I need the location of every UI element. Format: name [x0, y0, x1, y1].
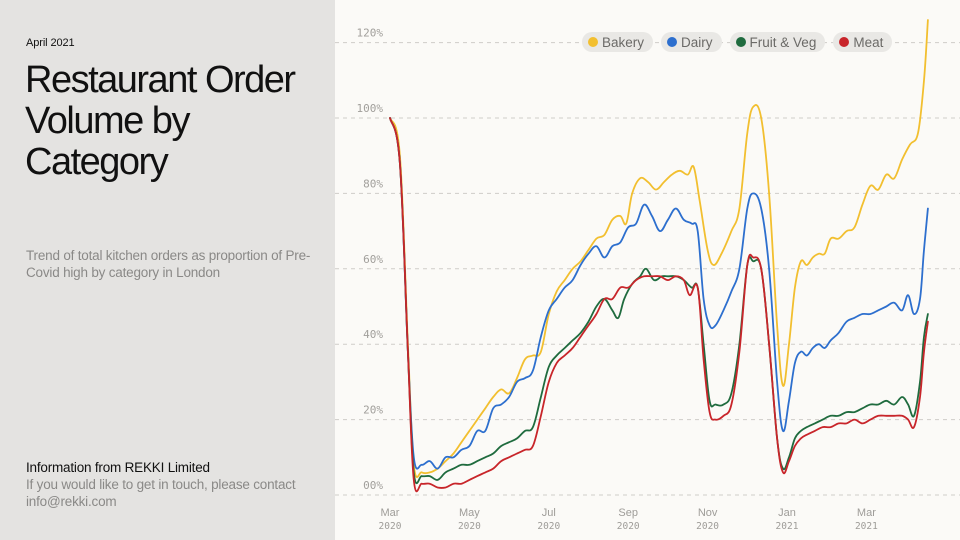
- y-tick-label: 120%: [357, 27, 384, 40]
- line-chart: 00% 20% 40% 60% 80% 100% 120% Mar 2020 May 2020 Jul…: [335, 19, 960, 532]
- y-tick-label: 20%: [363, 404, 383, 417]
- series-line-dairy[interactable]: [389, 117, 929, 470]
- chart-subtitle: Trend of total kitchen orders as proport…: [26, 248, 311, 280]
- x-tick-month: Nov: [698, 507, 718, 519]
- legend-label: Bakery: [602, 34, 645, 50]
- legend-dot-icon: [588, 37, 598, 47]
- x-tick-year: 2020: [379, 521, 402, 532]
- legend-item-dairy[interactable]: Dairy: [661, 32, 722, 52]
- legend-dot-icon: [667, 37, 678, 47]
- x-tick-year: 2021: [776, 521, 799, 532]
- x-tick-year: 2020: [617, 521, 640, 532]
- x-tick-month: Mar: [857, 507, 876, 519]
- legend-label: Fruit & Veg: [749, 34, 817, 50]
- x-tick-month: Jul: [542, 507, 556, 519]
- source-label: Information from REKKI Limited: [26, 460, 210, 475]
- chart-area: 00% 20% 40% 60% 80% 100% 120% Mar 2020 May 2020 Jul…: [335, 0, 960, 540]
- legend-label: Dairy: [681, 34, 713, 50]
- y-tick-label: 00%: [363, 479, 383, 492]
- legend-item-bakery[interactable]: Bakery: [582, 32, 654, 52]
- x-tick-year: 2020: [696, 521, 719, 532]
- legend-label: Meat: [853, 34, 884, 50]
- x-tick-year: 2021: [855, 521, 878, 532]
- y-tick-label: 100%: [357, 102, 384, 115]
- page-title: Restaurant Order Volume by Category: [25, 59, 296, 183]
- series-line-meat[interactable]: [389, 117, 929, 493]
- y-tick-label: 80%: [363, 177, 383, 190]
- contact-text: If you would like to get in touch, pleas…: [26, 477, 296, 509]
- x-tick-year: 2020: [458, 521, 481, 532]
- y-tick-label: 60%: [363, 253, 383, 266]
- source-info: Information from REKKI Limited If you wo…: [26, 459, 326, 510]
- report-date: April 2021: [26, 37, 75, 49]
- x-tick-month: Mar: [381, 507, 400, 519]
- legend-item-meat[interactable]: Meat: [833, 32, 893, 52]
- legend-dot-icon: [839, 37, 850, 47]
- left-panel: April 2021 Restaurant Order Volume by Ca…: [0, 0, 335, 540]
- series-line-fruit-veg[interactable]: [389, 117, 929, 485]
- legend-dot-icon: [735, 37, 746, 47]
- chart-legend: Bakery Dairy Fruit & Veg Meat: [582, 32, 893, 52]
- x-tick-month: May: [459, 507, 480, 519]
- series-line-bakery[interactable]: [389, 19, 929, 478]
- x-tick-month: Jan: [778, 507, 796, 519]
- legend-item-fruit-veg[interactable]: Fruit & Veg: [729, 32, 826, 52]
- x-tick-year: 2020: [537, 521, 560, 532]
- y-tick-label: 40%: [363, 328, 383, 341]
- x-tick-month: Sep: [618, 507, 638, 519]
